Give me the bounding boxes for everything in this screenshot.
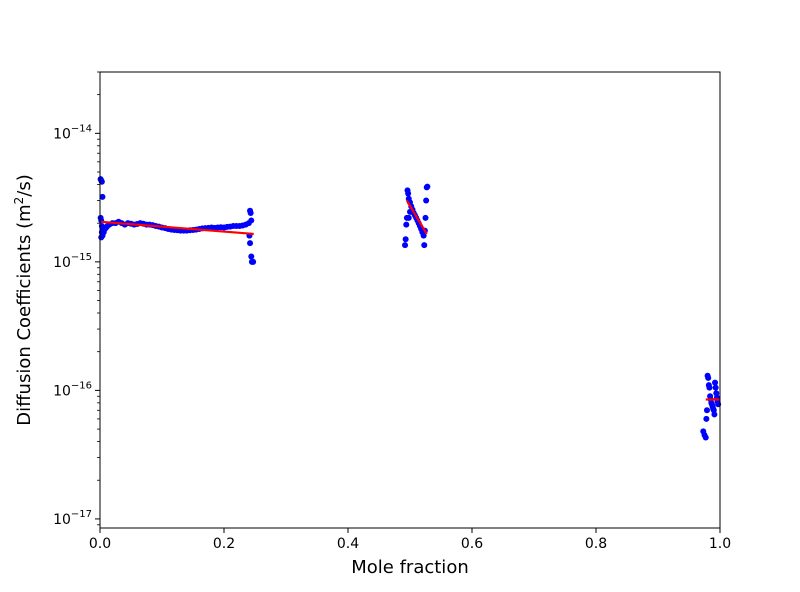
x-tick-label: 0.0 <box>89 536 111 552</box>
plot-background <box>100 72 720 528</box>
data-point <box>703 415 710 422</box>
data-point <box>405 190 412 197</box>
data-point <box>98 234 105 241</box>
data-point <box>248 217 255 224</box>
plot-area <box>100 72 720 528</box>
data-point <box>247 240 254 247</box>
y-tick-label: 10−15 <box>53 252 92 271</box>
y-tick-label: 10−16 <box>53 380 92 399</box>
x-tick-label: 0.2 <box>213 536 235 552</box>
fit-line <box>405 199 428 235</box>
data-point <box>423 197 430 204</box>
x-axis-label: Mole fraction <box>351 557 468 578</box>
y-axis-label: Diffusion Coefficients (m2/s) <box>12 174 35 425</box>
data-point <box>99 193 106 200</box>
axes: 0.0 0.2 0.4 0.6 0.8 1.0 10−17 10−16 10−15 10−14 <box>53 71 731 552</box>
data-point <box>712 384 719 391</box>
data-point <box>422 214 429 221</box>
data-point <box>247 209 254 216</box>
x-tick-label: 0.8 <box>585 536 607 552</box>
y-tick-label: 10−17 <box>53 509 92 528</box>
data-point <box>703 407 710 414</box>
fit-line <box>101 220 254 236</box>
data-point <box>402 236 409 243</box>
data-point <box>712 379 719 386</box>
data-point <box>420 232 427 239</box>
data-point <box>403 221 410 228</box>
plot-frame <box>99 71 721 529</box>
data-point <box>421 242 428 249</box>
x-tick-label: 0.4 <box>337 536 359 552</box>
x-tick-label: 0.6 <box>461 536 483 552</box>
y-tick-label: 10−14 <box>53 123 92 142</box>
x-tick-label: 1.0 <box>709 536 731 552</box>
data-point <box>250 258 257 265</box>
data-point <box>706 384 713 391</box>
data-point <box>405 214 412 221</box>
data-point <box>702 434 709 441</box>
data-point <box>402 242 409 249</box>
data-point <box>711 411 718 418</box>
data-point <box>424 183 431 190</box>
data-point <box>705 374 712 381</box>
data-point <box>248 253 255 260</box>
